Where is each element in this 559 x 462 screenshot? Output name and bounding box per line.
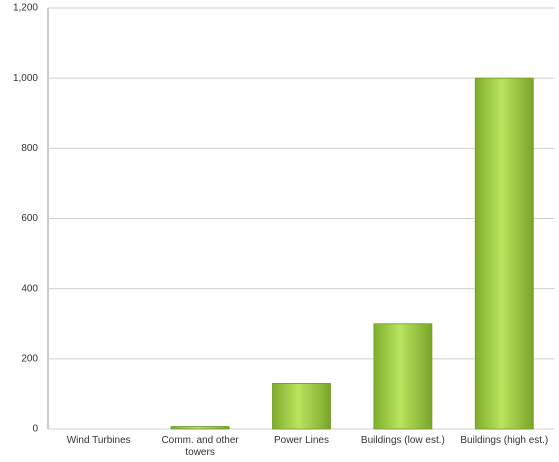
y-tick-label: 400 xyxy=(21,283,38,294)
x-tick-label: Comm. and other towers xyxy=(161,435,239,458)
x-tick-label: Buildings (high est.) xyxy=(460,435,549,446)
y-tick-label: 1,000 xyxy=(13,73,38,84)
bar xyxy=(272,382,331,430)
bar xyxy=(373,323,433,430)
x-tick-label-box: Buildings (low est.) xyxy=(360,435,445,446)
x-tick-label-box: Power Lines xyxy=(273,435,329,446)
y-tick-label: 200 xyxy=(21,353,38,364)
bar xyxy=(474,77,534,430)
y-tick-label: 0 xyxy=(32,424,38,435)
x-tick-label-box: Wind Turbines xyxy=(66,435,131,446)
x-tick-label: Wind Turbines xyxy=(66,435,131,446)
x-tick-label-box: Buildings (high est.) xyxy=(460,435,549,446)
bar xyxy=(170,426,230,430)
y-tick-label: 1,200 xyxy=(13,3,38,14)
y-tick-label: 600 xyxy=(21,213,38,224)
x-tick-label: Buildings (low est.) xyxy=(360,435,445,446)
x-tick-label: Power Lines xyxy=(273,435,329,446)
y-tick-label: 800 xyxy=(21,143,38,154)
x-tick-label-box: Comm. and other towers xyxy=(161,435,239,458)
